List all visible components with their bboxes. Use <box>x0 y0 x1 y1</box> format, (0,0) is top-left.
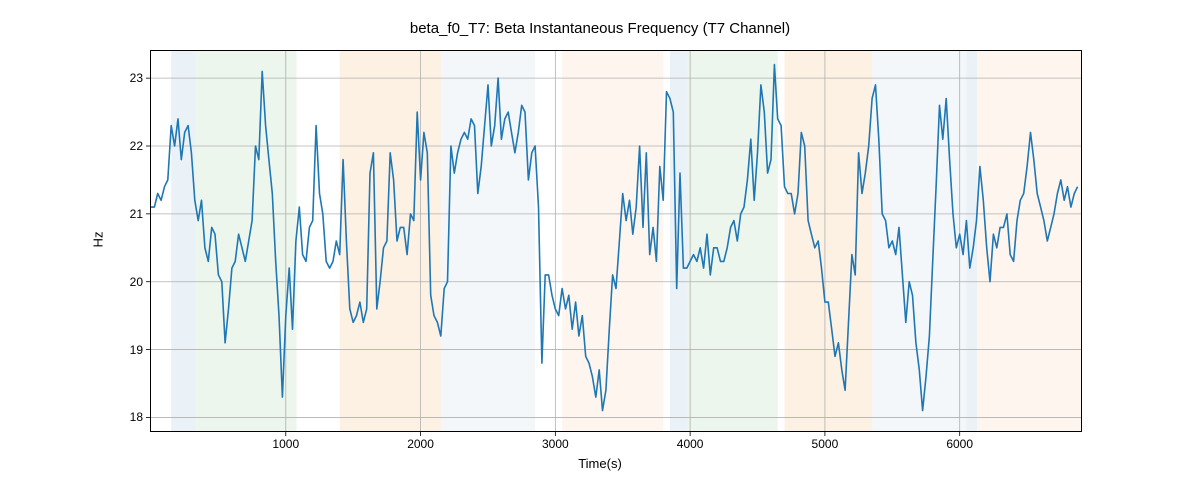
x-tick-label: 5000 <box>812 437 839 451</box>
plot-svg <box>151 51 1081 431</box>
x-tick-label: 6000 <box>946 437 973 451</box>
y-tick-label: 18 <box>113 410 143 424</box>
x-axis-label: Time(s) <box>0 456 1200 471</box>
chart-container: beta_f0_T7: Beta Instantaneous Frequency… <box>0 0 1200 500</box>
x-tick-label: 1000 <box>272 437 299 451</box>
x-tick-label: 3000 <box>542 437 569 451</box>
chart-title: beta_f0_T7: Beta Instantaneous Frequency… <box>0 20 1200 37</box>
x-tick-label: 2000 <box>407 437 434 451</box>
y-tick-label: 19 <box>113 343 143 357</box>
plot-area: 100020003000400050006000181920212223 <box>150 50 1082 432</box>
x-tick-label: 4000 <box>677 437 704 451</box>
y-tick-label: 21 <box>113 207 143 221</box>
y-axis-label: Hz <box>90 232 105 248</box>
y-tick-label: 20 <box>113 275 143 289</box>
y-tick-label: 23 <box>113 71 143 85</box>
y-tick-label: 22 <box>113 139 143 153</box>
